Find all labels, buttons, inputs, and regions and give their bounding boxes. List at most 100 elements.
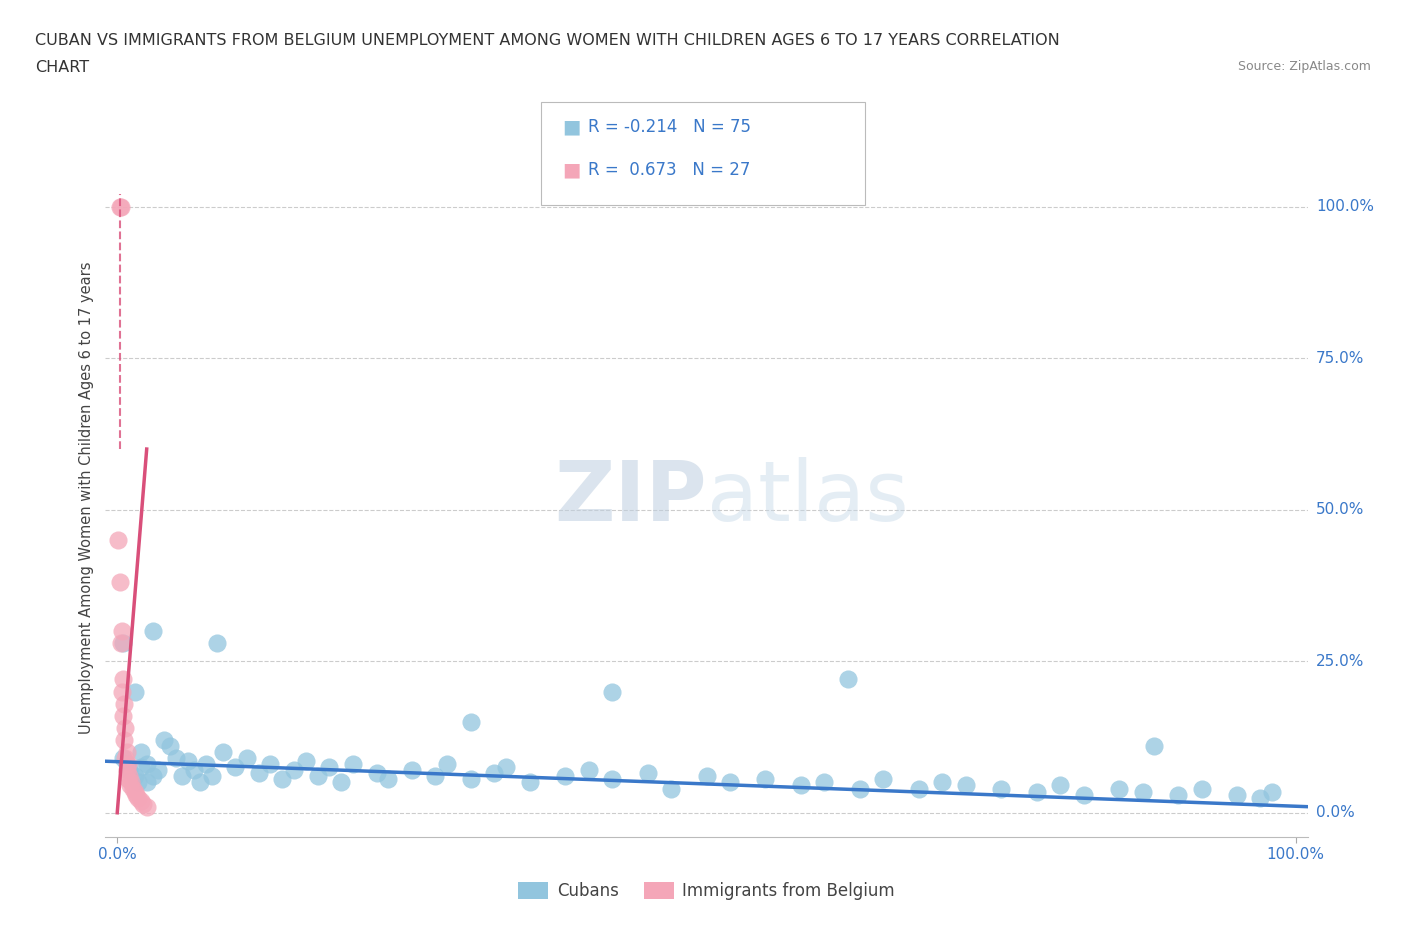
Point: [366, 766, 388, 781]
Point: [425, 769, 447, 784]
Point: [135, 775, 157, 790]
Point: [118, 769, 141, 784]
Point: [142, 769, 165, 784]
Point: [111, 684, 134, 699]
Point: [484, 766, 506, 781]
Legend: Cubans, Immigrants from Belgium: Cubans, Immigrants from Belgium: [512, 875, 901, 907]
Point: [460, 772, 482, 787]
Point: [554, 769, 576, 784]
Text: 75.0%: 75.0%: [1316, 351, 1364, 365]
Point: [342, 757, 364, 772]
Point: [872, 772, 894, 787]
Point: [135, 757, 157, 772]
Point: [637, 766, 659, 781]
Point: [600, 684, 623, 699]
Point: [1191, 781, 1213, 796]
Point: [907, 781, 929, 796]
Point: [132, 796, 155, 811]
Point: [129, 745, 152, 760]
Point: [931, 775, 953, 790]
Point: [177, 754, 200, 769]
Text: ZIP: ZIP: [554, 457, 707, 538]
Point: [124, 684, 146, 699]
Text: R = -0.214   N = 75: R = -0.214 N = 75: [588, 118, 751, 137]
Point: [114, 751, 136, 765]
Y-axis label: Unemployment Among Women with Children Ages 6 to 17 years: Unemployment Among Women with Children A…: [79, 261, 94, 734]
Point: [112, 733, 135, 748]
Text: 50.0%: 50.0%: [1316, 502, 1364, 517]
Point: [236, 751, 259, 765]
Point: [401, 763, 423, 777]
Point: [212, 745, 235, 760]
Point: [159, 738, 181, 753]
Point: [848, 781, 870, 796]
Point: [114, 721, 136, 736]
Point: [112, 709, 135, 724]
Text: CHART: CHART: [35, 60, 89, 75]
Text: atlas: atlas: [707, 457, 908, 538]
Point: [117, 757, 139, 772]
Point: [837, 672, 859, 687]
Point: [295, 754, 318, 769]
Point: [115, 745, 138, 760]
Point: [955, 778, 977, 793]
Point: [224, 760, 246, 775]
Point: [194, 757, 217, 772]
Point: [118, 763, 141, 777]
Point: [107, 533, 129, 548]
Point: [990, 781, 1012, 796]
Point: [247, 766, 270, 781]
Point: [696, 769, 718, 784]
Point: [129, 793, 152, 808]
Point: [135, 799, 157, 814]
Point: [115, 757, 138, 772]
Text: 100.0%: 100.0%: [1316, 199, 1374, 214]
Point: [813, 775, 835, 790]
Point: [1143, 738, 1166, 753]
Point: [519, 775, 541, 790]
Point: [112, 697, 135, 711]
Text: 0.0%: 0.0%: [1316, 805, 1354, 820]
Point: [129, 760, 152, 775]
Point: [1226, 787, 1249, 802]
Text: Source: ZipAtlas.com: Source: ZipAtlas.com: [1237, 60, 1371, 73]
Point: [110, 199, 132, 214]
Point: [283, 763, 305, 777]
Point: [754, 772, 776, 787]
Point: [127, 775, 149, 790]
Point: [1261, 784, 1284, 799]
Point: [170, 769, 193, 784]
Point: [318, 760, 340, 775]
Point: [1025, 784, 1047, 799]
Point: [1073, 787, 1095, 802]
Point: [165, 751, 187, 765]
Point: [259, 757, 281, 772]
Point: [188, 775, 211, 790]
Point: [111, 623, 134, 638]
Point: [495, 760, 517, 775]
Point: [108, 199, 131, 214]
Point: [110, 635, 132, 650]
Point: [307, 769, 329, 784]
Point: [1132, 784, 1154, 799]
Point: [436, 757, 458, 772]
Point: [120, 775, 142, 790]
Point: [659, 781, 682, 796]
Point: [117, 772, 139, 787]
Point: [112, 672, 135, 687]
Text: ■: ■: [562, 118, 581, 137]
Point: [330, 775, 353, 790]
Point: [183, 763, 205, 777]
Point: [460, 714, 482, 729]
Point: [271, 772, 294, 787]
Text: ■: ■: [562, 161, 581, 179]
Point: [124, 784, 146, 799]
Text: R =  0.673   N = 27: R = 0.673 N = 27: [588, 161, 749, 179]
Point: [790, 778, 813, 793]
Point: [142, 623, 165, 638]
Point: [120, 778, 142, 793]
Point: [377, 772, 399, 787]
Text: CUBAN VS IMMIGRANTS FROM BELGIUM UNEMPLOYMENT AMONG WOMEN WITH CHILDREN AGES 6 T: CUBAN VS IMMIGRANTS FROM BELGIUM UNEMPLO…: [35, 33, 1060, 47]
Point: [578, 763, 600, 777]
Point: [121, 781, 143, 796]
